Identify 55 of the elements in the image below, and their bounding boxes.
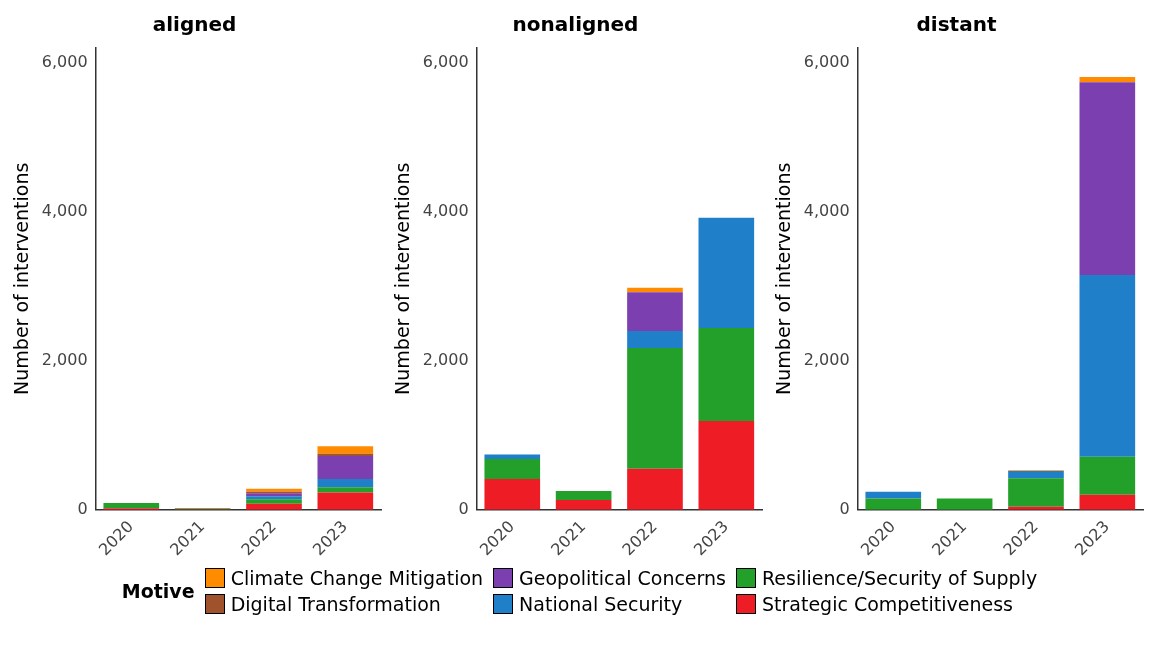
- bar: [317, 487, 374, 493]
- bar: [865, 498, 922, 510]
- bar: [317, 456, 374, 480]
- y-axis-title: Number of interventions: [10, 162, 33, 395]
- bar: [627, 348, 683, 469]
- chart-title: nonaligned: [512, 12, 639, 37]
- bar: [865, 491, 922, 499]
- bar: [936, 498, 993, 510]
- bar: [698, 421, 755, 510]
- y-tick-label: 2,000: [422, 349, 469, 369]
- chart-title: distant: [916, 12, 997, 37]
- bar: [484, 479, 541, 510]
- bar: [317, 479, 374, 488]
- bar: [627, 330, 683, 349]
- legend-label: Digital Transformation: [230, 593, 441, 615]
- bar: [555, 499, 612, 510]
- bar: [627, 292, 683, 331]
- bar: [317, 492, 374, 510]
- y-tick-label: 6,000: [803, 52, 850, 72]
- bar: [1079, 456, 1136, 495]
- bar: [1008, 478, 1064, 507]
- y-axis-title: Number of interventions: [391, 162, 414, 395]
- legend-label: National Security: [519, 593, 683, 615]
- bar: [317, 446, 374, 454]
- bar: [555, 491, 612, 500]
- y-tick-label: 2,000: [41, 349, 88, 369]
- bar: [698, 217, 755, 328]
- legend-title: Motive: [121, 580, 195, 602]
- legend-label: Geopolitical Concerns: [519, 567, 726, 589]
- y-tick-label: 6,000: [422, 52, 469, 72]
- legend-label: Strategic Competitiveness: [761, 593, 1013, 615]
- y-tick-label: 0: [458, 498, 469, 518]
- y-tick-label: 6,000: [41, 52, 88, 72]
- y-tick-label: 4,000: [803, 200, 850, 220]
- bar: [246, 499, 302, 504]
- legend-label: Climate Change Mitigation: [230, 567, 484, 589]
- legend-label: Resilience/Security of Supply: [761, 567, 1038, 589]
- y-tick-label: 2,000: [803, 349, 850, 369]
- bar: [627, 468, 683, 510]
- bar: [484, 459, 541, 480]
- bar: [1079, 494, 1136, 510]
- bar: [1008, 470, 1064, 479]
- y-tick-label: 0: [77, 498, 88, 518]
- y-axis-title: Number of interventions: [772, 162, 795, 395]
- bar: [103, 502, 160, 509]
- bar: [698, 327, 755, 422]
- y-tick-label: 4,000: [422, 200, 469, 220]
- bar: [1079, 77, 1136, 83]
- bar: [1079, 82, 1136, 276]
- bar: [627, 287, 683, 293]
- y-tick-label: 4,000: [41, 200, 88, 220]
- bar: [484, 454, 541, 459]
- chart-title: aligned: [152, 12, 237, 37]
- bar: [1079, 275, 1136, 457]
- y-tick-label: 0: [839, 498, 850, 518]
